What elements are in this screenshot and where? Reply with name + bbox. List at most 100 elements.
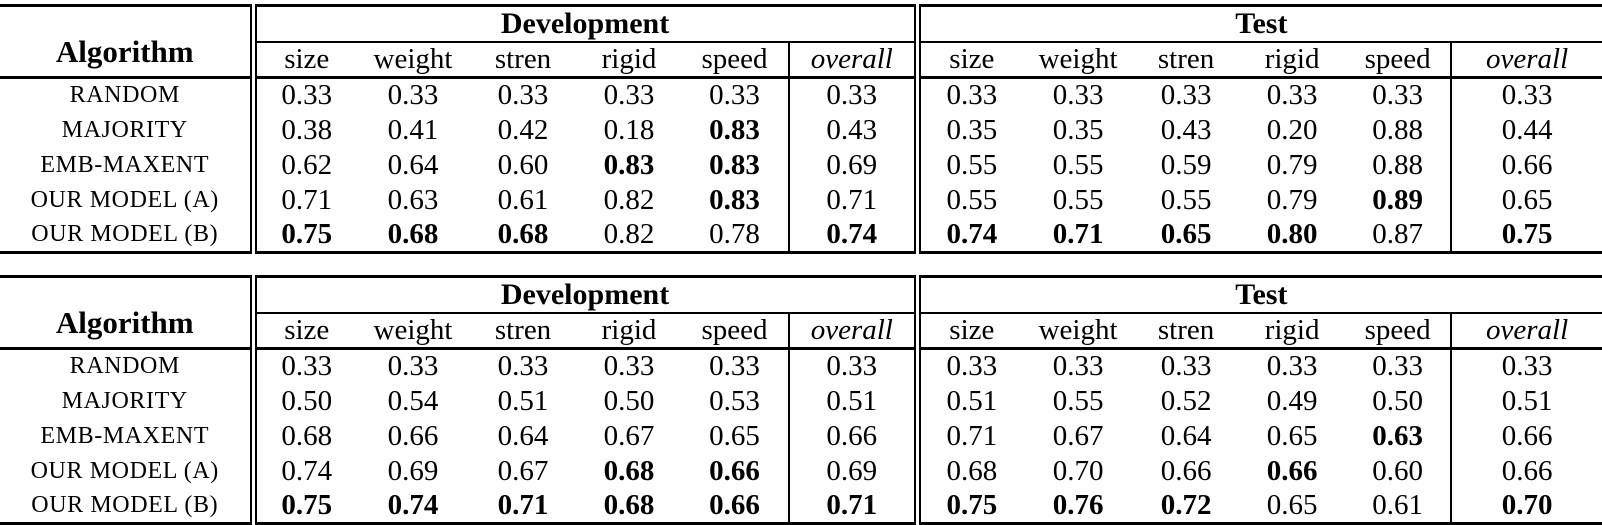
score-cell: 0.71 (913, 418, 1024, 454)
score-cell: 0.82 (603, 217, 655, 250)
group-header-row: Algorithm Development Test (0, 5, 1602, 79)
dev-overall-header: overall (787, 313, 918, 350)
score-cell: 0.66 (1450, 147, 1602, 183)
score-cell: 0.35 (1052, 113, 1104, 146)
score-cell: 0.33 (1052, 79, 1104, 112)
score-cell: 0.71 (497, 488, 549, 521)
score-cell: 0.54 (387, 384, 439, 417)
test-stren-header: stren (1133, 313, 1240, 350)
score-cell: 0.20 (1266, 113, 1318, 146)
score-cell: 0.38 (281, 113, 333, 146)
score-cell: 0.51 (497, 384, 549, 417)
score-cell: 0.75 (281, 217, 333, 250)
score-cell: 0.83 (709, 148, 760, 181)
score-cell: 0.33 (1052, 350, 1104, 383)
table-row: RANDOM 0.33 0.33 0.33 0.33 0.33 0.33 0.33 0.33 0.… (0, 77, 1602, 113)
dev-speed-header: speed (681, 313, 789, 350)
dev-stren-header: stren (469, 313, 577, 350)
score-cell: 0.33 (603, 79, 655, 112)
score-cell: 0.33 (1266, 79, 1318, 112)
score-cell: 0.35 (913, 112, 1024, 148)
score-cell: 0.55 (913, 182, 1024, 218)
algorithm-label: OUR MODEL (A) (0, 453, 257, 489)
score-cell: 0.83 (709, 183, 760, 216)
score-cell: 0.55 (1160, 183, 1212, 216)
score-cell: 0.55 (1052, 183, 1104, 216)
score-cell: 0.83 (603, 148, 655, 181)
algorithm-column-header: Algorithm (0, 276, 257, 350)
score-cell: 0.55 (913, 147, 1024, 183)
dev-size-header: size (253, 42, 357, 79)
test-group-header: Test (913, 5, 1602, 43)
score-cell: 0.62 (281, 148, 333, 181)
dev-stren-header: stren (469, 42, 577, 79)
score-cell: 0.33 (603, 350, 655, 383)
table-row: RANDOM 0.33 0.33 0.33 0.33 0.33 0.33 0.33 0.33 0.… (0, 348, 1602, 384)
score-cell: 0.61 (1372, 488, 1423, 521)
score-cell: 0.63 (387, 183, 439, 216)
score-cell: 0.78 (709, 217, 760, 250)
score-cell: 0.89 (1372, 183, 1423, 216)
score-cell: 0.71 (787, 182, 918, 218)
score-cell: 0.88 (1372, 148, 1423, 181)
score-cell: 0.79 (1266, 148, 1318, 181)
score-cell: 0.63 (1372, 419, 1423, 452)
results-table-1: Algorithm Development Test size weight s… (0, 4, 1602, 254)
table-row: OUR MODEL (B) 0.75 0.68 0.68 0.82 0.78 0.74 0.7… (0, 217, 1602, 253)
score-cell: 0.74 (913, 217, 1024, 253)
score-cell: 0.76 (1052, 488, 1104, 521)
score-cell: 0.33 (281, 350, 333, 383)
score-cell: 0.67 (497, 454, 549, 487)
score-cell: 0.59 (1160, 148, 1212, 181)
score-cell: 0.75 (913, 488, 1024, 524)
score-cell: 0.65 (1266, 488, 1318, 521)
table-row: EMB-MAXENT 0.62 0.64 0.60 0.83 0.83 0.69 0.55 0.… (0, 147, 1602, 183)
score-cell: 0.61 (497, 183, 549, 216)
score-cell: 0.33 (1450, 348, 1602, 384)
score-cell: 0.33 (913, 77, 1024, 113)
score-cell: 0.69 (787, 453, 918, 489)
score-cell: 0.64 (497, 419, 549, 452)
algorithm-label: RANDOM (0, 77, 257, 113)
score-cell: 0.50 (603, 384, 655, 417)
score-cell: 0.68 (497, 217, 549, 250)
score-cell: 0.65 (1266, 419, 1318, 452)
score-cell: 0.64 (1160, 419, 1212, 452)
test-rigid-header: rigid (1239, 313, 1346, 350)
score-cell: 0.66 (1160, 454, 1212, 487)
algorithm-label: EMB-MAXENT (0, 147, 257, 183)
score-cell: 0.83 (709, 113, 760, 146)
score-cell: 0.65 (709, 419, 760, 452)
score-cell: 0.68 (387, 217, 439, 250)
score-cell: 0.33 (281, 79, 333, 112)
score-cell: 0.33 (913, 348, 1024, 384)
score-cell: 0.66 (709, 488, 760, 521)
score-cell: 0.65 (1160, 217, 1212, 250)
score-cell: 0.43 (787, 112, 918, 148)
dev-size-header: size (253, 313, 357, 350)
score-cell: 0.33 (497, 79, 549, 112)
dev-rigid-header: rigid (577, 42, 681, 79)
table-row: OUR MODEL (B) 0.75 0.74 0.71 0.68 0.66 0.71 0.7… (0, 488, 1602, 524)
score-cell: 0.69 (787, 147, 918, 183)
test-speed-header: speed (1345, 42, 1452, 79)
score-cell: 0.79 (1266, 183, 1318, 216)
score-cell: 0.67 (1052, 419, 1104, 452)
score-cell: 0.74 (281, 454, 333, 487)
results-table-2-body: RANDOM 0.33 0.33 0.33 0.33 0.33 0.33 0.33 0.33 0.… (0, 348, 1602, 524)
score-cell: 0.75 (1450, 217, 1602, 253)
score-cell: 0.68 (603, 454, 655, 487)
algorithm-label: OUR MODEL (A) (0, 182, 257, 218)
score-cell: 0.65 (1450, 182, 1602, 218)
algorithm-column-header: Algorithm (0, 5, 257, 79)
score-cell: 0.71 (787, 488, 918, 524)
score-cell: 0.75 (281, 488, 333, 521)
score-cell: 0.82 (603, 183, 655, 216)
score-cell: 0.33 (497, 350, 549, 383)
score-cell: 0.71 (1052, 217, 1104, 250)
score-cell: 0.80 (1266, 217, 1318, 250)
score-cell: 0.33 (387, 350, 439, 383)
score-cell: 0.71 (281, 183, 333, 216)
score-cell: 0.42 (497, 113, 549, 146)
test-overall-header: overall (1450, 313, 1602, 350)
